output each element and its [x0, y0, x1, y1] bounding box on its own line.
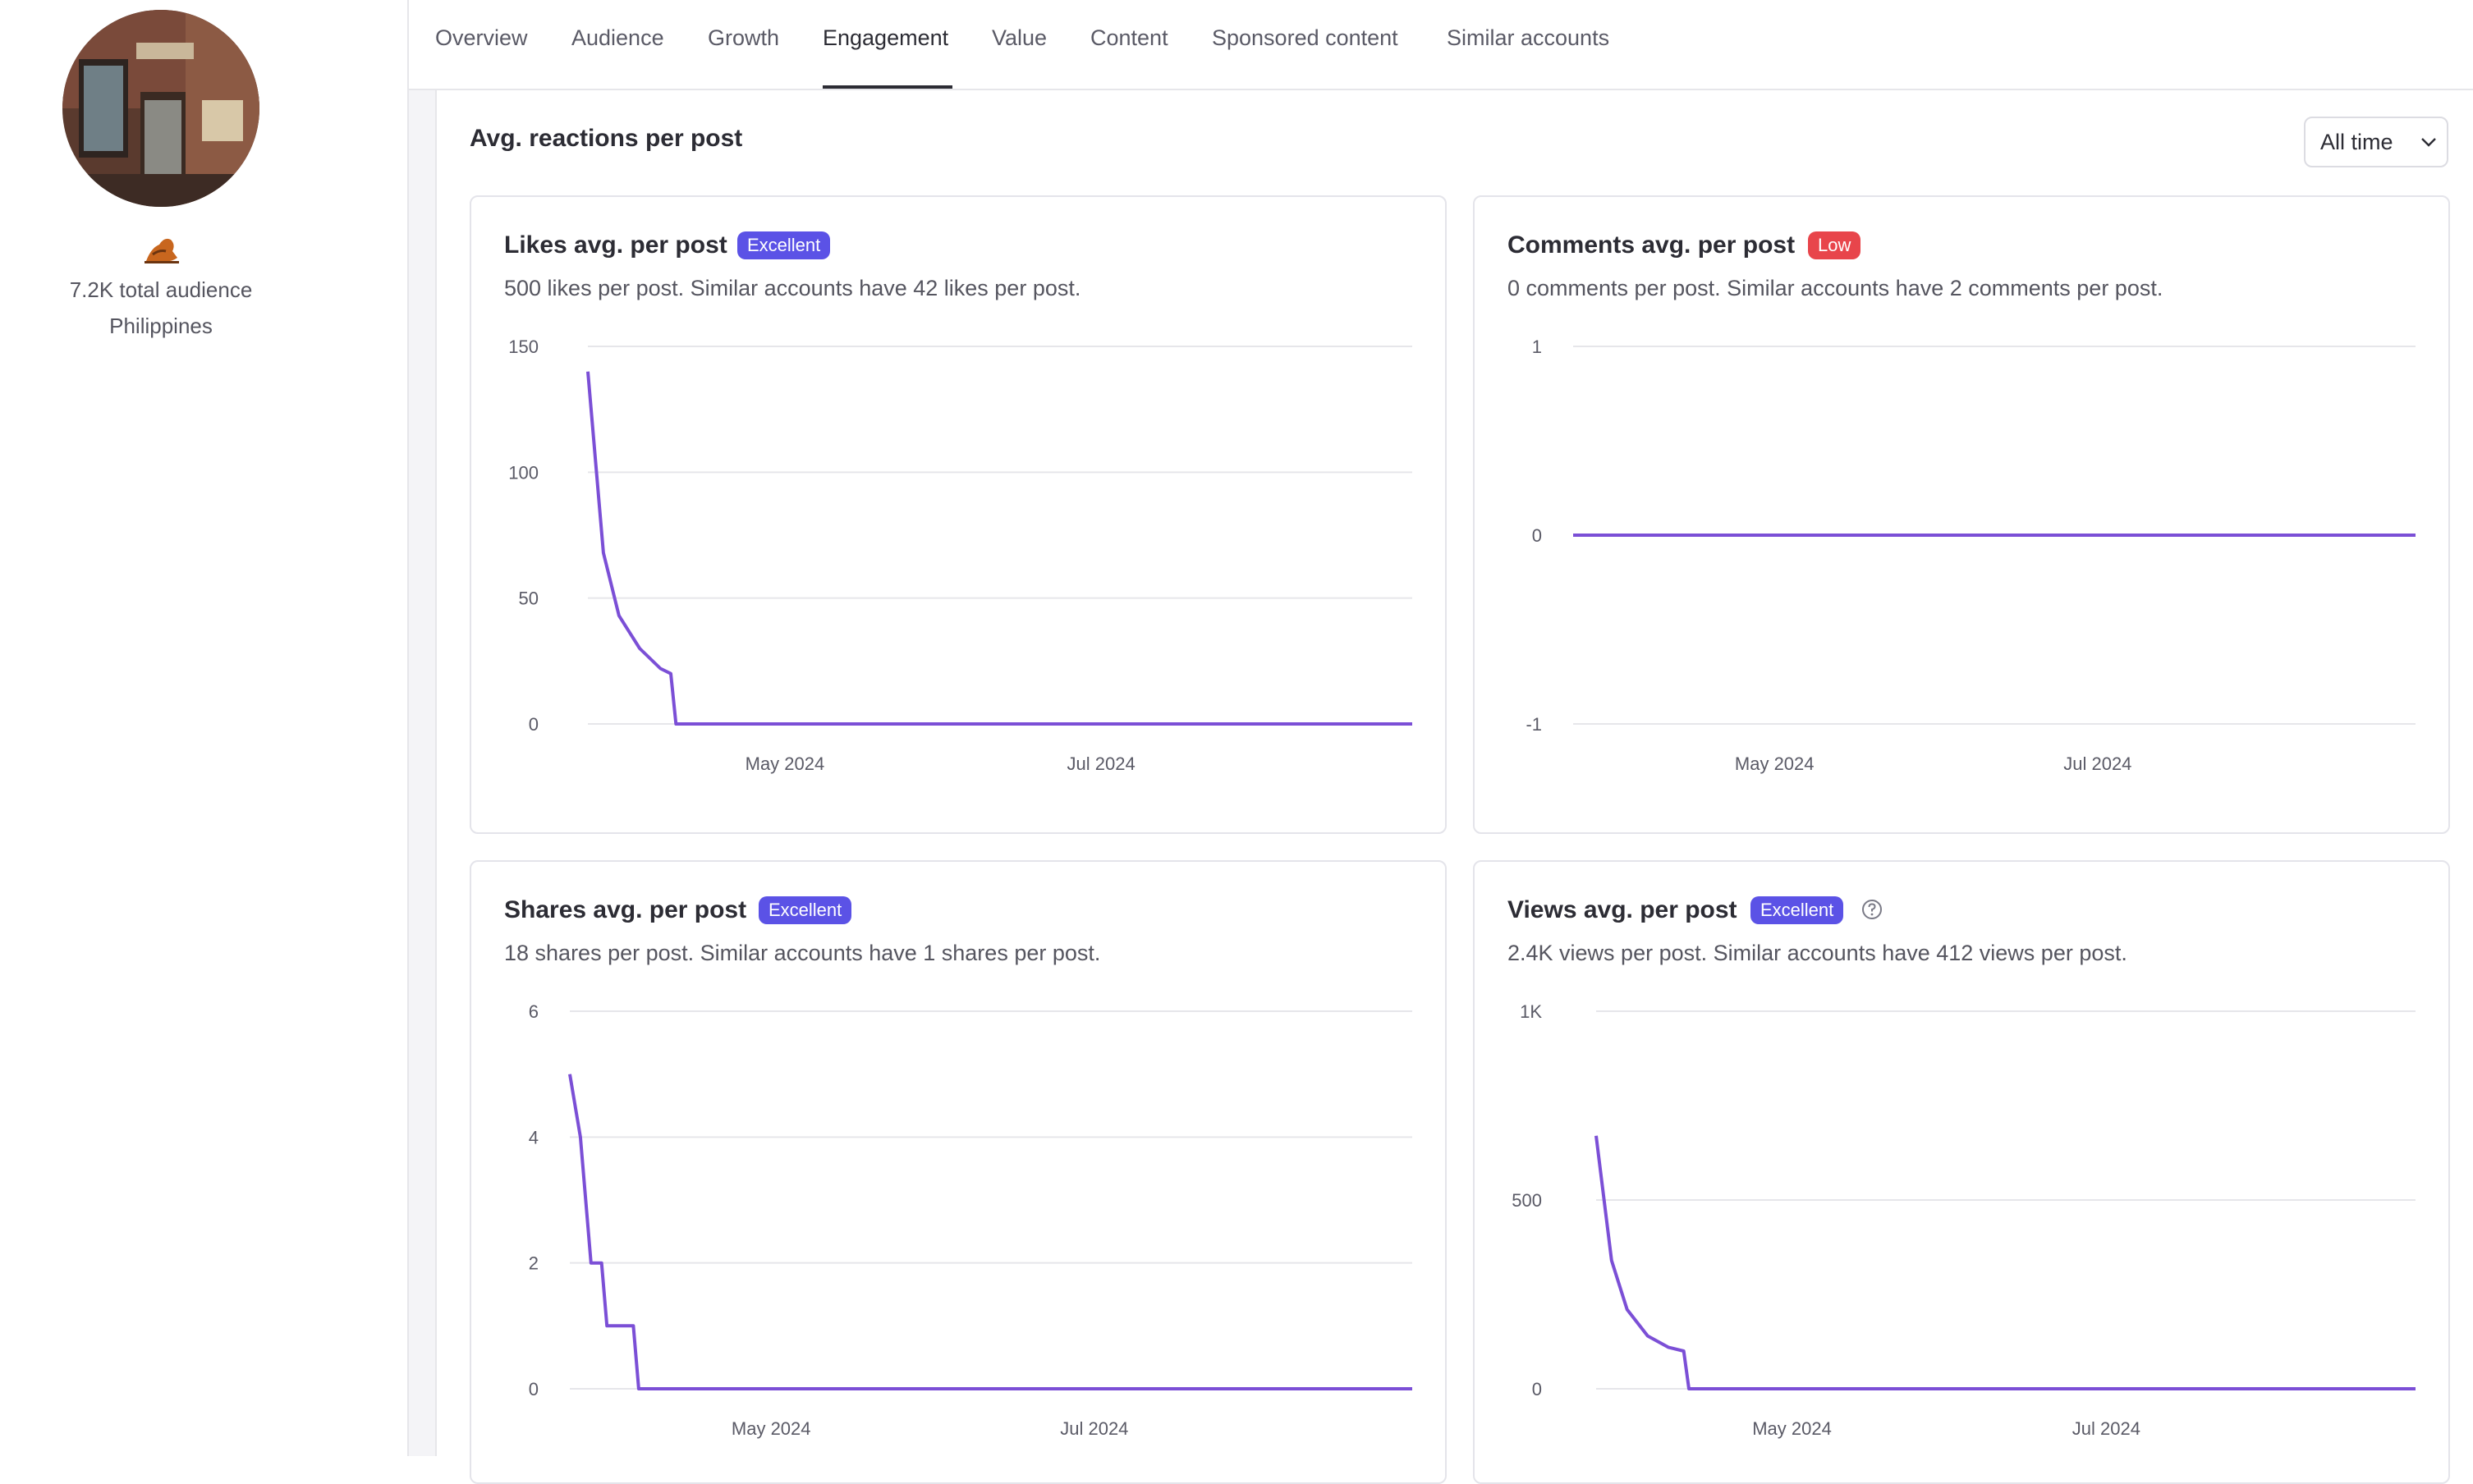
tab-content[interactable]: Content — [1090, 25, 1168, 50]
y-tick-label: 6 — [529, 1001, 539, 1022]
series-line — [586, 371, 1412, 726]
card-subtitle: 0 comments per post. Similar accounts ha… — [1507, 276, 2163, 300]
question-circle-icon[interactable] — [1860, 898, 1883, 921]
hand-icon — [143, 233, 181, 264]
comments-card: Comments avg. per post Low 0 comments pe… — [1473, 195, 2450, 834]
card-title: Views avg. per post — [1507, 896, 1737, 923]
shares-card: Shares avg. per post Excellent 18 shares… — [470, 860, 1447, 1484]
y-tick-label: 0 — [1532, 1379, 1542, 1399]
content-gutter — [409, 90, 437, 1456]
views-card: Views avg. per post Excellent 2.4K views… — [1473, 860, 2450, 1484]
chevron-down-icon — [2421, 138, 2436, 147]
x-tick-label: May 2024 — [1752, 1418, 1832, 1439]
active-tab-indicator — [823, 85, 952, 89]
time-range-select[interactable]: All time — [2304, 117, 2448, 167]
rating-badge: Excellent — [737, 231, 831, 259]
tab-value[interactable]: Value — [992, 25, 1048, 50]
profile-avatar — [62, 10, 259, 207]
card-subtitle: 18 shares per post. Similar accounts hav… — [504, 941, 1101, 965]
x-tick-label: Jul 2024 — [1060, 1418, 1128, 1439]
y-tick-label: 1K — [1520, 1001, 1542, 1022]
tab-audience[interactable]: Audience — [571, 25, 664, 50]
y-tick-label: 4 — [529, 1127, 539, 1147]
profile-sidebar: 7.2K total audience Philippines — [0, 0, 409, 1456]
y-tick-label: 1 — [1532, 337, 1542, 357]
card-subtitle: 500 likes per post. Similar accounts hav… — [504, 276, 1081, 300]
y-tick-label: 2 — [529, 1253, 539, 1274]
tab-bar: Overview Audience Growth Engagement Valu… — [409, 0, 2473, 90]
time-range-value: All time — [2320, 130, 2393, 154]
shares-chart: 6 4 2 0 May 2024 Jul 2024 — [529, 1001, 1412, 1439]
series-line — [1594, 1135, 2416, 1390]
series-line — [568, 1074, 1412, 1390]
total-audience: 7.2K total audience — [69, 277, 253, 302]
y-tick-label: 500 — [1512, 1190, 1542, 1211]
x-tick-label: May 2024 — [746, 753, 825, 774]
x-tick-label: Jul 2024 — [1067, 753, 1136, 774]
tab-engagement[interactable]: Engagement — [823, 25, 949, 50]
rating-badge: Low — [1808, 231, 1861, 259]
x-tick-label: Jul 2024 — [2072, 1418, 2140, 1439]
profile-location: Philippines — [109, 314, 213, 338]
comments-chart: 1 0 -1 May 2024 Jul 2024 — [1526, 337, 2416, 774]
rating-badge: Excellent — [1750, 896, 1844, 924]
card-title: Comments avg. per post — [1507, 231, 1796, 259]
card-subtitle: 2.4K views per post. Similar accounts ha… — [1507, 941, 2127, 965]
rating-badge: Excellent — [759, 896, 852, 924]
y-tick-label: 0 — [529, 714, 539, 735]
x-tick-label: Jul 2024 — [2063, 753, 2131, 774]
y-tick-label: 150 — [508, 337, 539, 357]
tab-growth[interactable]: Growth — [708, 25, 780, 50]
views-chart: 1K 500 0 May 2024 Jul 2024 — [1512, 1001, 2416, 1439]
y-tick-label: -1 — [1526, 714, 1542, 735]
y-tick-label: 50 — [519, 589, 539, 609]
tab-overview[interactable]: Overview — [435, 25, 528, 50]
tab-similar-accounts[interactable]: Similar accounts — [1447, 25, 1610, 50]
tab-sponsored-content[interactable]: Sponsored content — [1212, 25, 1398, 50]
card-title: Shares avg. per post — [504, 896, 747, 923]
y-tick-label: 0 — [529, 1379, 539, 1399]
x-tick-label: May 2024 — [732, 1418, 811, 1439]
section-title: Avg. reactions per post — [470, 125, 743, 152]
y-tick-label: 0 — [1532, 525, 1542, 546]
card-title: Likes avg. per post — [504, 231, 727, 259]
likes-chart: 150 100 50 0 May 2024 Jul 2024 — [508, 337, 1412, 774]
x-tick-label: May 2024 — [1735, 753, 1815, 774]
y-tick-label: 100 — [508, 462, 539, 483]
likes-card: Likes avg. per post Excellent 500 likes … — [470, 195, 1447, 834]
